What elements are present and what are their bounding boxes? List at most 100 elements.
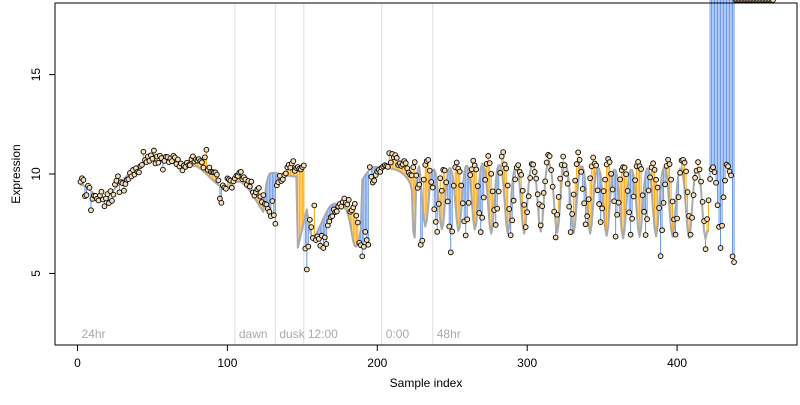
data-point [717, 245, 724, 251]
data-point [653, 176, 659, 183]
data-point [269, 198, 276, 204]
data-point [488, 170, 495, 177]
data-point [86, 184, 93, 191]
data-point [543, 159, 550, 166]
data-point [518, 171, 525, 178]
data-point [402, 160, 409, 166]
data-point [486, 160, 493, 166]
data-point [632, 177, 638, 184]
data-point [360, 243, 367, 250]
data-point [522, 224, 529, 230]
data-point [669, 198, 676, 205]
data-point [677, 169, 683, 176]
data-point [494, 205, 501, 212]
data-point [413, 172, 420, 179]
data-point [115, 173, 121, 180]
data-point [690, 192, 697, 198]
data-point [519, 187, 526, 194]
data-point [223, 185, 229, 192]
data-point [566, 203, 573, 210]
data-point [537, 222, 544, 229]
data-point [88, 207, 94, 214]
data-point [510, 197, 517, 204]
data-point [333, 208, 340, 215]
y-tick-label: 5 [29, 270, 43, 277]
data-point [714, 202, 721, 209]
data-point [575, 149, 581, 156]
data-point [674, 215, 680, 222]
phase-marker-label: 48hr [437, 327, 461, 341]
data-point [416, 181, 423, 188]
data-point [321, 234, 328, 241]
data-point [218, 199, 225, 206]
data-point [503, 165, 510, 172]
data-point [480, 194, 487, 201]
data-point [363, 237, 370, 243]
data-point [462, 232, 469, 239]
data-point [282, 170, 289, 177]
data-point [509, 217, 516, 224]
data-point [725, 163, 731, 170]
x-tick-label: 100 [217, 356, 237, 370]
data-point [497, 169, 504, 176]
data-point [576, 157, 583, 163]
data-point [515, 162, 522, 168]
data-point [470, 157, 477, 164]
data-point [645, 187, 652, 194]
data-point [169, 158, 175, 164]
data-point [638, 166, 644, 172]
data-point [585, 196, 592, 203]
data-point [540, 190, 547, 196]
x-tick-label: 300 [517, 356, 537, 370]
data-point [699, 198, 706, 205]
data-point [464, 216, 471, 223]
data-point [644, 216, 650, 222]
data-point [696, 166, 703, 173]
data-point [602, 176, 608, 183]
data-point [729, 253, 736, 260]
x-tick-label: 200 [367, 356, 387, 370]
data-point [155, 159, 162, 166]
data-point [533, 175, 540, 182]
data-point [689, 214, 695, 221]
data-point [260, 192, 267, 198]
data-point [704, 216, 710, 222]
data-point [365, 241, 372, 248]
data-point [139, 162, 145, 168]
data-point [187, 162, 193, 169]
data-point [629, 215, 635, 222]
data-point [590, 154, 596, 161]
x-axis: 0 100 200 300 400 [74, 344, 687, 370]
data-point [303, 266, 310, 273]
data-point [199, 159, 205, 166]
data-point [308, 224, 315, 230]
data-point [429, 184, 436, 191]
data-point [584, 213, 590, 220]
data-point [238, 168, 244, 175]
y-axis-label: Expression [9, 144, 23, 203]
phase-marker-label: 0:00 [386, 327, 410, 341]
data-point [344, 201, 351, 208]
x-tick-label: 0 [74, 356, 81, 370]
data-point [300, 162, 307, 169]
data-point [720, 194, 727, 201]
data-point [683, 168, 689, 175]
data-point [507, 232, 514, 239]
data-point [659, 227, 665, 234]
data-point [563, 170, 570, 177]
data-point [107, 188, 114, 194]
data-point [500, 149, 507, 155]
data-point [149, 155, 156, 162]
data-point [662, 181, 668, 188]
data-point [83, 192, 90, 198]
data-point [711, 169, 718, 176]
data-point [567, 229, 574, 235]
data-point [456, 168, 463, 175]
data-point [660, 199, 667, 206]
data-point [594, 187, 601, 194]
data-point [229, 184, 235, 191]
data-point [359, 253, 366, 260]
observed-points [77, 0, 776, 273]
data-point [728, 172, 734, 179]
